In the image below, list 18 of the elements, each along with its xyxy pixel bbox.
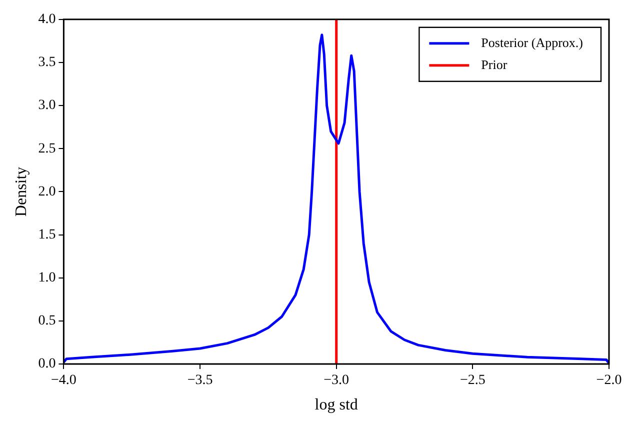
x-tick-label: −2.5	[460, 373, 486, 388]
y-tick-label: 4.0	[38, 12, 56, 28]
y-tick-label: 1.5	[38, 227, 56, 242]
y-tick-label: 2.5	[38, 141, 56, 156]
y-tick-label: 1.0	[38, 270, 56, 286]
y-tick-label: 2.0	[38, 184, 56, 200]
x-tick-label: −3.5	[187, 373, 213, 388]
y-tick-label: 3.5	[38, 55, 56, 70]
y-axis-title: Density	[12, 166, 30, 217]
x-tick-label: −4.0	[50, 373, 76, 388]
x-tick-label: −3.0	[324, 373, 350, 388]
y-tick-label: 0.5	[38, 314, 56, 329]
y-tick-label: 3.0	[38, 98, 56, 114]
legend-label: Prior	[481, 56, 508, 72]
x-axis-title: log std	[314, 396, 358, 414]
legend-label: Posterior (Approx.)	[481, 34, 584, 50]
y-tick-label: 0.0	[38, 356, 56, 372]
x-tick-label: −2.0	[596, 373, 622, 388]
